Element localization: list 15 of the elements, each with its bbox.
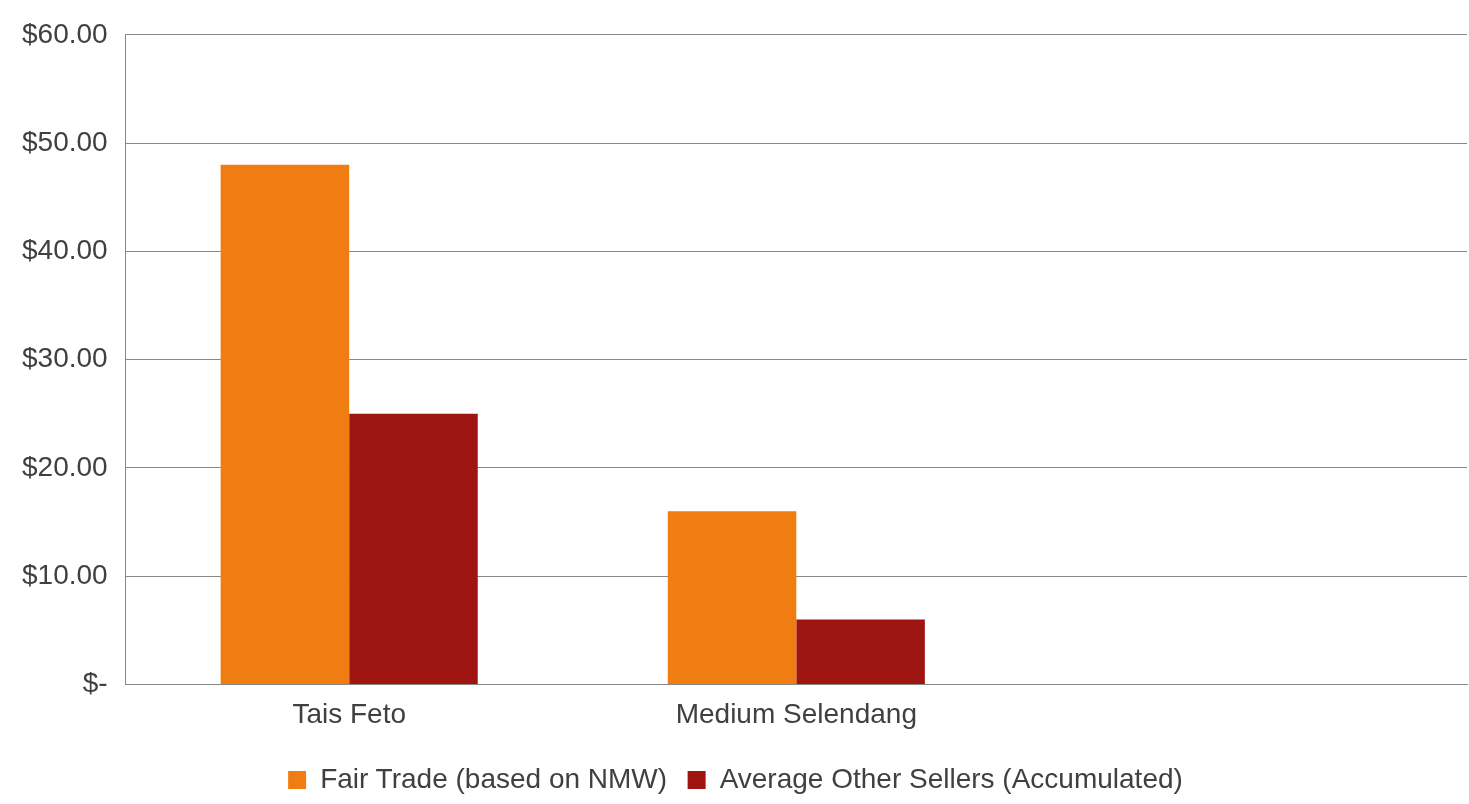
x-tick-label: Tais Feto [292,697,407,729]
bar [349,413,478,684]
y-tick-label: $40.00 [22,234,108,266]
y-tick-label: $20.00 [22,450,108,482]
y-tick-label: $30.00 [22,342,108,374]
y-tick-label: $60.00 [22,17,108,49]
y-tick-label: $- [82,667,108,699]
legend-label: Average Other Sellers (Accumulated) [719,762,1183,794]
bar [796,619,925,684]
y-tick-label: $10.00 [22,558,108,590]
y-tick-label: $50.00 [22,125,108,157]
legend-label: Fair Trade (based on NMW) [320,762,668,794]
bar [667,511,797,684]
bar [220,164,350,684]
x-tick-label: Medium Selendang [675,697,917,729]
